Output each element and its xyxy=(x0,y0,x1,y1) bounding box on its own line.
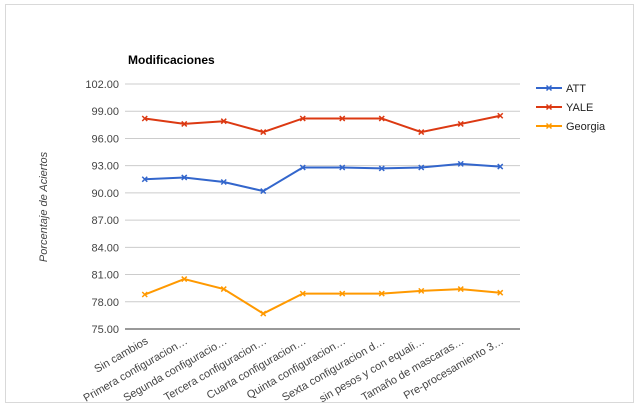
y-tick-label: 78.00 xyxy=(91,297,119,309)
legend-marker xyxy=(545,122,553,130)
data-point xyxy=(260,310,267,317)
data-point xyxy=(497,289,504,296)
series-lines xyxy=(141,112,504,317)
data-point xyxy=(299,164,306,171)
data-point xyxy=(141,176,148,183)
y-tick-labels: 102.00 99.00 96.00 93.00 90.00 87.00 84.00 81.0… xyxy=(85,79,119,336)
data-point xyxy=(299,115,306,122)
y-tick-label: 84.00 xyxy=(91,242,119,254)
data-point xyxy=(260,129,267,136)
series-yale xyxy=(141,112,504,136)
legend-item: ATT xyxy=(536,83,586,95)
series-line xyxy=(144,162,501,193)
y-tick-label: 102.00 xyxy=(85,79,119,91)
series-att xyxy=(141,160,504,195)
legend-label: Georgia xyxy=(566,121,606,133)
data-point xyxy=(418,164,425,171)
series-georgia xyxy=(141,276,504,317)
data-point xyxy=(220,178,227,186)
data-point xyxy=(378,115,385,122)
series-line xyxy=(144,278,501,315)
y-tick-label: 81.00 xyxy=(91,270,119,282)
gridlines xyxy=(125,83,520,330)
chart-frame xyxy=(5,4,634,403)
y-tick-label: 99.00 xyxy=(91,106,119,118)
data-point xyxy=(339,115,346,122)
data-point xyxy=(497,112,504,119)
legend-label: ATT xyxy=(566,83,586,95)
y-tick-label: 90.00 xyxy=(91,188,119,200)
data-point xyxy=(457,286,464,293)
legend-item: YALE xyxy=(536,102,593,114)
data-point xyxy=(141,291,148,298)
legend-label: YALE xyxy=(566,102,593,114)
data-point xyxy=(497,163,504,170)
data-point xyxy=(181,276,188,283)
data-point xyxy=(378,165,385,172)
data-point xyxy=(418,287,425,294)
data-point xyxy=(457,160,464,167)
data-point xyxy=(220,286,227,293)
data-point xyxy=(418,129,425,136)
data-point xyxy=(299,290,306,297)
legend-marker xyxy=(545,84,553,92)
y-tick-label: 93.00 xyxy=(91,161,119,173)
y-tick-label: 96.00 xyxy=(91,133,119,145)
legend-item: Georgia xyxy=(536,121,606,133)
chart-title: Modificaciones xyxy=(128,53,215,67)
y-tick-label: 87.00 xyxy=(91,215,119,227)
data-point xyxy=(339,290,346,297)
data-point xyxy=(457,120,464,127)
data-point xyxy=(378,290,385,297)
data-point xyxy=(339,164,346,171)
data-point xyxy=(181,120,188,127)
legend: ATT YALE Georgia xyxy=(536,83,606,133)
series-line xyxy=(144,114,501,134)
legend-marker xyxy=(545,103,553,111)
data-point xyxy=(220,118,227,125)
y-tick-label: 75.00 xyxy=(91,324,119,336)
data-point xyxy=(181,174,188,181)
data-point xyxy=(260,188,267,195)
data-point xyxy=(141,115,148,122)
y-axis-title: Porcentaje de Aciertos xyxy=(38,151,50,262)
